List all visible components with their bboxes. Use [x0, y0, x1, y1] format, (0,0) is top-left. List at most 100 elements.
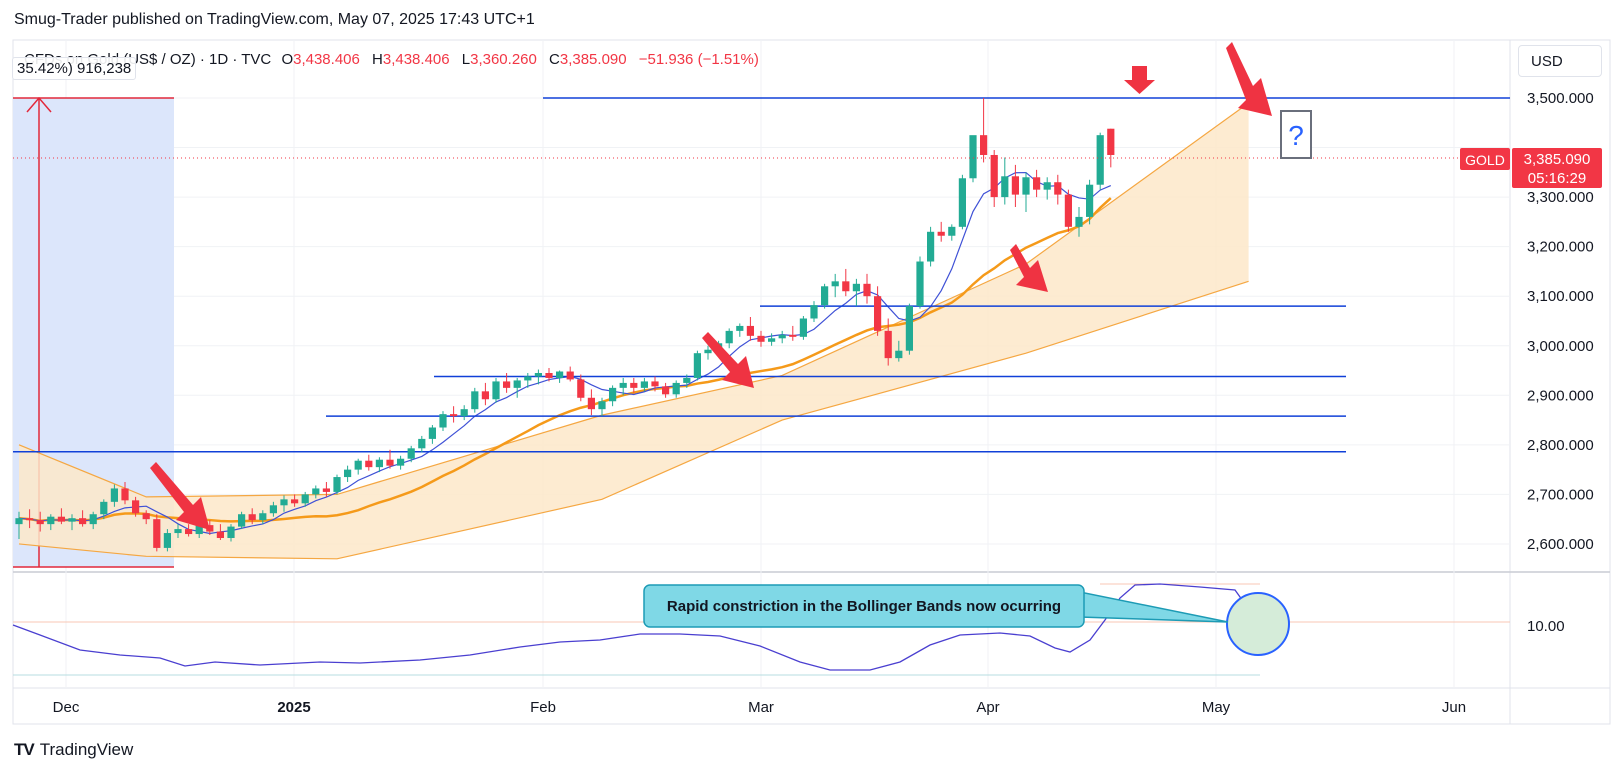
low-label: L	[461, 51, 471, 68]
candle	[386, 449, 394, 469]
candle-body	[15, 518, 23, 525]
candle	[651, 376, 659, 392]
candle-body	[195, 525, 203, 535]
candle-body	[884, 330, 892, 359]
brand-name: TradingView	[39, 740, 134, 759]
candle-body	[662, 386, 670, 395]
candle	[503, 373, 511, 393]
candle-body	[821, 286, 829, 306]
candle-body	[768, 338, 776, 342]
candle-body	[1033, 177, 1041, 190]
candle-body	[640, 381, 648, 388]
candle-body	[1075, 216, 1083, 227]
price-tick: 3,300.000	[1527, 189, 1594, 206]
candle-body	[1086, 184, 1094, 217]
candle	[513, 377, 521, 398]
candle-body	[1022, 177, 1030, 195]
candle	[163, 529, 171, 552]
candle-body	[206, 525, 214, 532]
candle	[990, 150, 998, 208]
candle-body	[609, 387, 617, 402]
candle	[874, 286, 882, 336]
candle-body	[344, 469, 352, 478]
annotation-arrows	[150, 42, 1272, 530]
candle	[980, 98, 988, 163]
candle	[524, 373, 532, 388]
candle-body	[259, 513, 267, 521]
candle	[534, 369, 542, 385]
high-label: H	[372, 51, 383, 68]
candle	[969, 135, 977, 183]
candle	[937, 221, 945, 242]
candle-body	[269, 505, 277, 514]
candle	[153, 514, 161, 552]
open-value: 3,438.406	[293, 51, 360, 68]
arrow-down-5	[1124, 66, 1155, 94]
candle-body	[460, 409, 468, 417]
candle	[662, 382, 670, 398]
arrow-down-3	[1010, 244, 1048, 292]
high-value: 3,438.406	[382, 51, 450, 68]
candle	[439, 411, 447, 431]
candle	[26, 509, 34, 529]
candle	[100, 499, 108, 520]
candle-body	[47, 516, 55, 525]
candle-body	[958, 178, 966, 227]
candle-body	[534, 373, 542, 377]
candle	[322, 482, 330, 497]
band-lower	[18, 280, 1249, 560]
candle-body	[736, 325, 744, 331]
candle	[1043, 177, 1051, 200]
price-tick: 3,500.000	[1527, 90, 1594, 107]
candle-body	[746, 325, 754, 336]
tradingview-logo-icon: TV	[14, 740, 35, 759]
candle-body	[418, 438, 426, 449]
candle	[1107, 128, 1115, 168]
candle	[185, 524, 193, 537]
currency-button[interactable]: USD	[1518, 45, 1602, 77]
candle-body	[163, 533, 171, 548]
candle-body	[407, 448, 415, 459]
current-price-value: 3,385.090	[1524, 151, 1591, 168]
candle-body	[312, 488, 320, 495]
time-tick-dec: Dec	[53, 699, 80, 716]
arrow-down-4	[1226, 42, 1272, 116]
candle	[354, 458, 362, 475]
candle-body	[598, 401, 606, 410]
low-value: 3,360.260	[470, 51, 537, 68]
candle-body	[100, 501, 108, 515]
candle-body	[980, 135, 988, 155]
candle-body	[153, 519, 161, 548]
candle-body	[248, 514, 256, 521]
candle	[587, 389, 595, 416]
time-tick-apr: Apr	[976, 699, 999, 716]
candle-body	[142, 513, 150, 520]
candle	[958, 174, 966, 230]
candle	[492, 377, 500, 403]
symbol-legend[interactable]: CFDs on Gold (US$ / OZ) · 1D · TVC O3,43…	[24, 51, 767, 68]
candle-body	[280, 499, 288, 506]
candle-body	[503, 381, 511, 388]
band-fill	[19, 102, 1249, 559]
candle-body	[322, 488, 330, 492]
candle-body	[895, 350, 903, 359]
candle	[778, 330, 786, 344]
gold-tag	[1460, 148, 1510, 170]
candle	[110, 484, 118, 507]
candle-body	[969, 135, 977, 179]
candle	[460, 405, 468, 421]
candle	[757, 330, 765, 347]
footer-brand[interactable]: TV TradingView	[14, 740, 133, 760]
price-tick: 2,900.000	[1527, 387, 1594, 404]
candle-body	[386, 459, 394, 466]
current-price-tag	[1512, 148, 1602, 188]
candle-body	[26, 518, 34, 521]
candle-body	[905, 306, 913, 351]
price-tick: 2,700.000	[1527, 486, 1594, 503]
candle-body	[1043, 182, 1051, 190]
candle	[640, 377, 648, 392]
candle-body	[481, 391, 489, 400]
gold-tag-label: GOLD	[1465, 152, 1505, 168]
candle	[365, 454, 373, 471]
